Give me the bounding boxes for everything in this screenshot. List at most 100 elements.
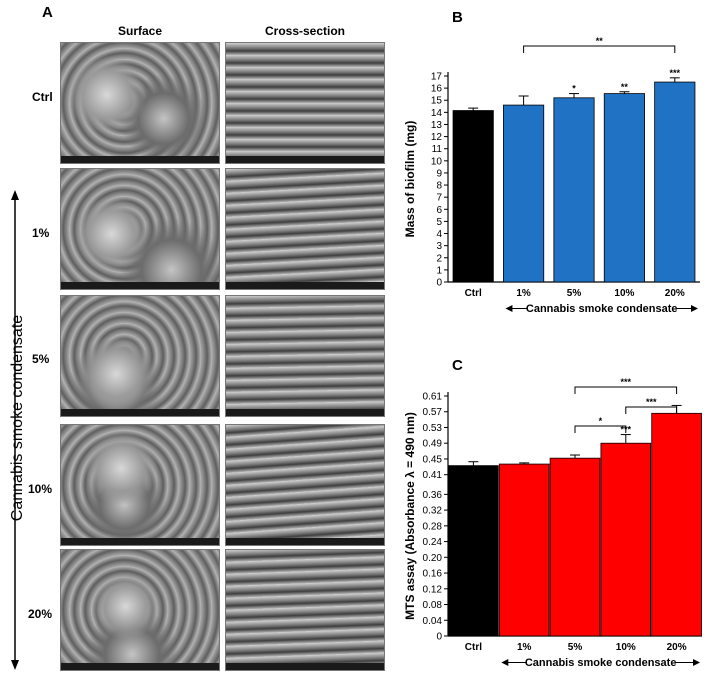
significance-label: **	[621, 82, 629, 92]
y-tick-label: 8	[436, 181, 442, 192]
sem-info-bar	[61, 663, 219, 670]
bar-20pct	[651, 412, 702, 637]
bar-5pct	[549, 457, 601, 637]
y-tick-label: 16	[431, 84, 443, 95]
y-tick-label: 7	[436, 193, 442, 204]
bar-ctrl	[448, 465, 499, 637]
bracket-label: ***	[621, 377, 632, 387]
sem-image-surface-row-3	[60, 295, 220, 417]
x-tick-label: 1%	[517, 642, 532, 653]
sem-info-bar	[226, 538, 384, 545]
panel-letter: B	[452, 9, 463, 26]
sem-image-surface-row-4	[60, 424, 220, 546]
x-tick-label: 10%	[614, 288, 634, 299]
sem-info-bar	[61, 538, 219, 545]
bar-20pct	[654, 81, 696, 283]
y-tick-label: 0.20	[423, 553, 443, 564]
x-label-arrow-right	[693, 659, 700, 666]
y-tick-label: 0.04	[423, 616, 443, 627]
sem-info-bar	[226, 409, 384, 416]
significance-bracket	[574, 425, 627, 433]
significance-bracket	[574, 386, 678, 394]
x-label-arrow-left	[501, 659, 509, 666]
y-tick-label: 6	[436, 205, 442, 216]
y-tick-label: 0.08	[423, 600, 443, 611]
y-tick-label: 0.61	[423, 392, 443, 403]
y-axis-label: MTS assay (Absorbance λ = 490 nm)	[403, 412, 417, 620]
panel-a-letter: A	[42, 4, 53, 21]
bar-10pct	[600, 442, 652, 637]
row-label-5pct: 5%	[32, 352, 50, 366]
row-label-ctrl: Ctrl	[32, 90, 53, 104]
y-tick-label: 0	[436, 278, 442, 289]
sem-info-bar	[226, 663, 384, 670]
sem-info-bar	[61, 409, 219, 416]
y-tick-label: 10	[431, 156, 443, 167]
y-tick-label: 3	[436, 241, 442, 252]
sem-image-cross-section-row-1	[225, 42, 385, 164]
y-tick-label: 2	[436, 253, 442, 264]
y-tick-label: 11	[432, 144, 443, 155]
y-tick-label: 0.57	[423, 407, 443, 418]
y-tick-label: 0.32	[423, 506, 443, 517]
sem-info-bar	[226, 282, 384, 289]
column-header-surface: Surface	[117, 24, 163, 38]
side-label-cannabis: Cannabis smoke condensate	[9, 314, 26, 522]
y-tick-label: 0.28	[423, 521, 443, 532]
y-tick-label: 0.53	[423, 423, 443, 434]
x-tick-label: 20%	[667, 642, 687, 653]
x-tick-label: Ctrl	[465, 642, 482, 653]
sem-image-cross-section-row-4	[225, 424, 385, 546]
bar-1pct	[503, 104, 545, 283]
sem-image-surface-row-5	[60, 549, 220, 671]
significance-bracket	[625, 406, 678, 414]
column-header-cross-section: Cross-section	[264, 24, 346, 38]
y-tick-label: 4	[436, 229, 442, 240]
x-label-arrow-right	[691, 305, 698, 312]
y-tick-label: 12	[431, 132, 443, 143]
y-tick-label: 15	[431, 96, 443, 107]
row-label-20pct: 20%	[28, 607, 53, 621]
sem-image-cross-section-row-5	[225, 549, 385, 671]
chart-c: C 0 0.04 0.08 0.12 0.16 0.20 0.24 0.28 0.32 0.36 0.…	[403, 357, 702, 669]
sem-image-cross-section-row-2	[225, 168, 385, 290]
side-arrow	[11, 190, 19, 670]
y-tick-label: 13	[431, 120, 443, 131]
x-label-arrow-left	[505, 305, 513, 312]
x-tick-label: Ctrl	[465, 288, 482, 299]
y-tick-label: 0.36	[423, 490, 443, 501]
bracket-label: ***	[646, 397, 657, 407]
bracket-label: **	[596, 36, 604, 46]
y-tick-label: 1	[436, 265, 442, 276]
panel-letter: C	[452, 357, 463, 374]
y-tick-label: 0.16	[423, 569, 443, 580]
y-tick-label: 14	[431, 108, 443, 119]
sem-info-bar	[226, 156, 384, 163]
y-tick-label: 9	[436, 168, 442, 179]
significance-label: *	[572, 84, 576, 94]
y-tick-label: 0.49	[423, 439, 443, 450]
sem-info-bar	[61, 156, 219, 163]
x-tick-label: 20%	[665, 288, 685, 299]
row-label-10pct: 10%	[28, 482, 53, 496]
x-axis-label: Cannabis smoke condensate	[525, 657, 677, 669]
x-label-backdrop	[526, 300, 677, 314]
significance-label: ***	[670, 68, 681, 78]
sem-image-cross-section-row-3	[225, 295, 385, 417]
row-label-1pct: 1%	[32, 226, 50, 240]
bar-ctrl	[452, 110, 494, 283]
bracket-label: *	[599, 416, 603, 426]
y-axis-label: Mass of biofilm (mg)	[403, 121, 417, 238]
x-label-backdrop	[525, 654, 676, 668]
x-tick-label: 5%	[567, 288, 582, 299]
y-tick-label: 0	[436, 632, 442, 643]
y-tick-label: 0.24	[423, 537, 443, 548]
y-tick-label: 0.41	[423, 470, 443, 481]
y-tick-label: 0.12	[423, 584, 443, 595]
y-tick-label: 0.45	[423, 454, 443, 465]
bar-5pct	[553, 97, 595, 283]
x-tick-label: 5%	[568, 642, 583, 653]
y-tick-label: 17	[431, 72, 443, 83]
y-tick-label: 5	[436, 217, 442, 228]
